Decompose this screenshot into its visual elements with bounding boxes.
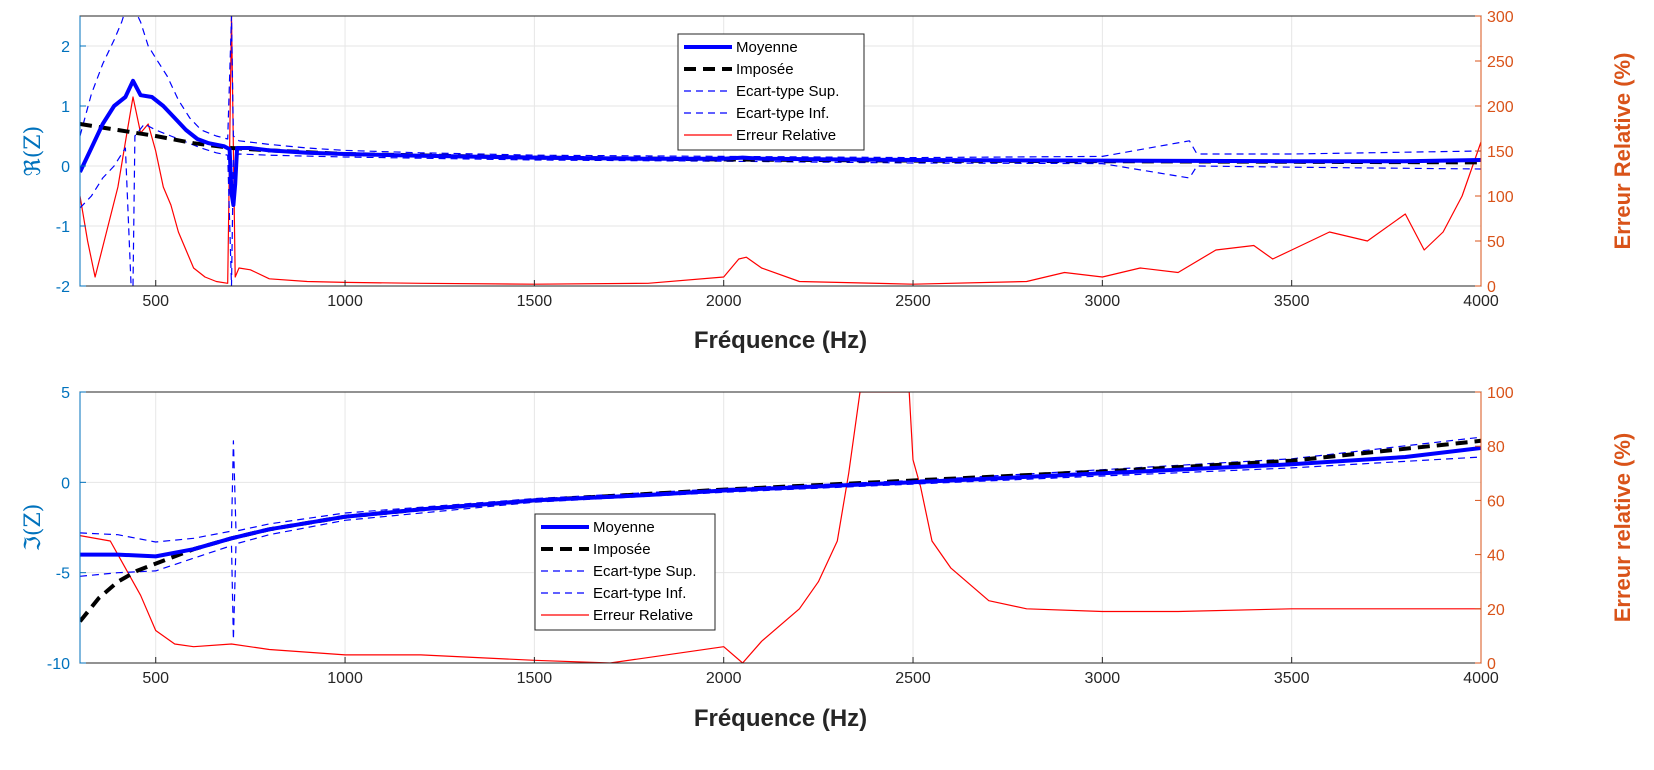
y-tick-label-right: 40 — [1487, 548, 1505, 565]
y-tick-label-right: 0 — [1487, 279, 1496, 296]
y-tick-label-left: 1 — [61, 99, 70, 116]
y-tick-label-right: 100 — [1487, 189, 1514, 206]
y-tick-label-right: 300 — [1487, 9, 1514, 26]
series-line-ecart-type-sup- — [80, 16, 1481, 159]
y-tick-label-right: 150 — [1487, 144, 1514, 161]
legend-box — [534, 513, 716, 631]
chart-imag-part: 500 1000 1500 2000 2500 3000 3500 4000 -10 -5 0 5 0 2… — [21, 385, 1635, 732]
plot-area — [80, 392, 1481, 663]
chart-real-part: 500 1000 1500 2000 2500 3000 3500 4000 -2 -1 0 1 2 0 5… — [21, 9, 1635, 354]
y-axis-label-right: Erreur Relative (%) — [1610, 53, 1635, 250]
y-tick-label-left: -2 — [56, 279, 70, 296]
y-tick-label-left: -5 — [56, 566, 70, 583]
y-tick-label-right: 250 — [1487, 54, 1514, 71]
y-tick-label-right: 0 — [1487, 656, 1496, 673]
legend-entry: Erreur Relative — [593, 607, 693, 624]
legend-entry: Moyenne — [593, 519, 655, 536]
legend-entry: Ecart-type Inf. — [593, 585, 686, 602]
x-tick-label: 2000 — [706, 670, 742, 687]
series-line-ecart-type-inf- — [80, 456, 1481, 641]
y-tick-label-right: 100 — [1487, 385, 1514, 402]
y-tick-label-right: 50 — [1487, 234, 1505, 251]
ticks: 500 1000 1500 2000 2500 3000 3500 4000 -2 -1 0 1 2 0 5… — [56, 9, 1514, 310]
legend-entry: Moyenne — [736, 39, 798, 56]
series-group — [80, 392, 1481, 663]
x-axis-label: Fréquence (Hz) — [694, 705, 867, 732]
y-tick-label-left: 2 — [61, 39, 70, 56]
y-tick-label-right: 80 — [1487, 439, 1505, 456]
series-line-ecart-type-sup- — [80, 436, 1481, 543]
x-tick-label: 2500 — [895, 670, 931, 687]
y-tick-label-left: -1 — [56, 219, 70, 236]
x-tick-label: 500 — [142, 670, 169, 687]
x-tick-label: 2500 — [895, 293, 931, 310]
y-axis-label-right: Erreur relative (%) — [1610, 433, 1635, 623]
x-tick-label: 3500 — [1274, 670, 1310, 687]
y-tick-label-right: 60 — [1487, 493, 1505, 510]
x-tick-label: 4000 — [1463, 670, 1499, 687]
y-axis-label-left: ℑ(Z) — [21, 504, 46, 552]
ticks: 500 1000 1500 2000 2500 3000 3500 4000 -10 -5 0 5 0 2… — [47, 385, 1514, 687]
y-tick-label-left: 0 — [61, 159, 70, 176]
x-tick-label: 3000 — [1085, 670, 1121, 687]
x-axis-label: Fréquence (Hz) — [694, 327, 867, 354]
y-tick-label-left: 5 — [61, 385, 70, 402]
y-tick-label-right: 200 — [1487, 99, 1514, 116]
x-tick-label: 1000 — [327, 293, 363, 310]
legend-entry: Ecart-type Sup. — [593, 563, 696, 580]
legend-entry: Erreur Relative — [736, 127, 836, 144]
y-tick-label-left: 0 — [61, 475, 70, 492]
x-tick-label: 1000 — [327, 670, 363, 687]
legend-box — [677, 33, 865, 151]
x-tick-label: 3000 — [1085, 293, 1121, 310]
x-tick-label: 2000 — [706, 293, 742, 310]
legend: Moyenne Imposée Ecart-type Sup. Ecart-type … — [534, 513, 716, 631]
legend: Moyenne Imposée Ecart-type Sup. Ecart-type … — [677, 33, 865, 151]
series-group — [80, 16, 1481, 286]
y-tick-label-left: -10 — [47, 656, 70, 673]
series-line-moyenne — [80, 78, 1481, 207]
legend-entry: Ecart-type Sup. — [736, 83, 839, 100]
legend-entry: Imposée — [593, 541, 651, 558]
legend-entry: Imposée — [736, 61, 794, 78]
legend-entry: Ecart-type Inf. — [736, 105, 829, 122]
x-tick-label: 4000 — [1463, 293, 1499, 310]
series-line-erreur-relative — [80, 16, 1481, 285]
y-axis-label-left: ℜ(Z) — [21, 126, 46, 176]
series-line-erreur-relative — [80, 392, 1481, 663]
series-line-ecart-type-inf- — [80, 123, 1481, 286]
y-tick-label-right: 20 — [1487, 602, 1505, 619]
x-tick-label: 3500 — [1274, 293, 1310, 310]
x-tick-label: 500 — [142, 293, 169, 310]
series-line-moyenne — [80, 446, 1481, 559]
x-tick-label: 1500 — [517, 670, 553, 687]
x-tick-label: 1500 — [517, 293, 553, 310]
